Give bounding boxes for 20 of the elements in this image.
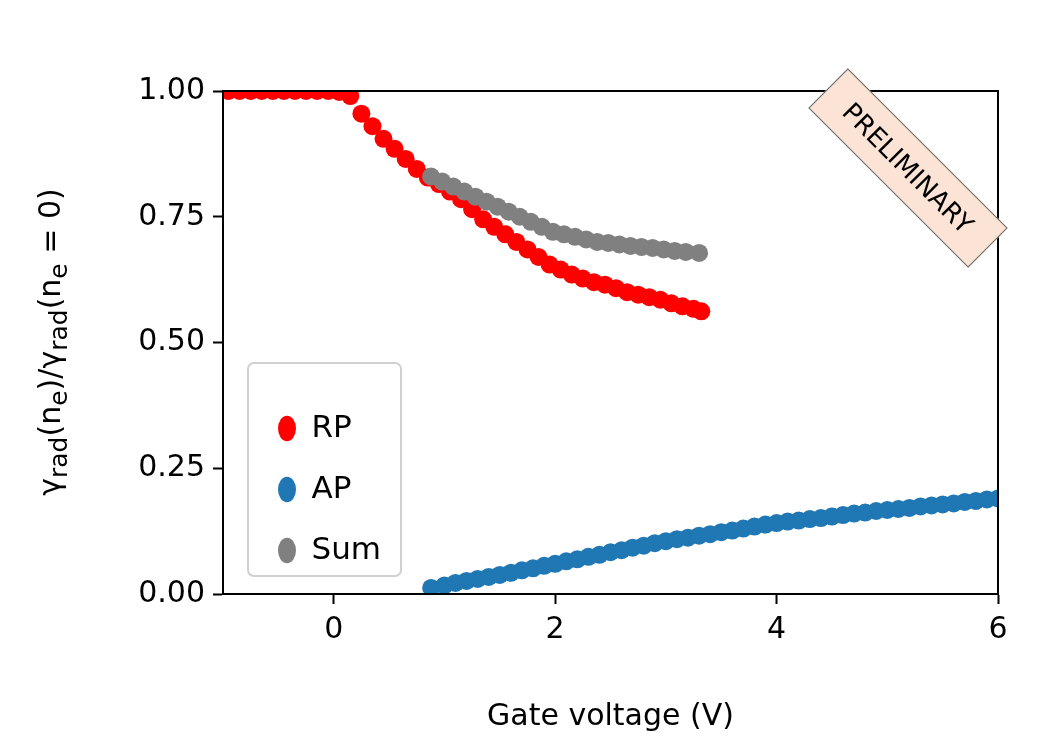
point xyxy=(396,149,415,168)
x-tick-label: 4 xyxy=(767,609,787,645)
point xyxy=(363,117,382,136)
x-axis-title: Gate voltage (V) xyxy=(487,696,734,732)
legend-label: RP xyxy=(311,407,352,444)
y-tick-label: 0.00 xyxy=(138,573,205,609)
point xyxy=(690,243,709,262)
point xyxy=(352,104,371,123)
point xyxy=(385,139,404,158)
y-tick-label: 1.00 xyxy=(138,70,205,106)
y-tick-label: 0.50 xyxy=(138,322,205,358)
y-tick-label: 0.25 xyxy=(138,448,205,484)
x-tick-label: 6 xyxy=(988,609,1008,645)
legend-label: Sum xyxy=(311,529,382,566)
x-tick-label: 0 xyxy=(324,609,344,645)
legend-label: AP xyxy=(311,468,352,505)
x-tick-label: 2 xyxy=(545,609,565,645)
point xyxy=(374,129,393,148)
y-tick-label: 0.75 xyxy=(138,196,205,232)
point xyxy=(692,302,711,321)
